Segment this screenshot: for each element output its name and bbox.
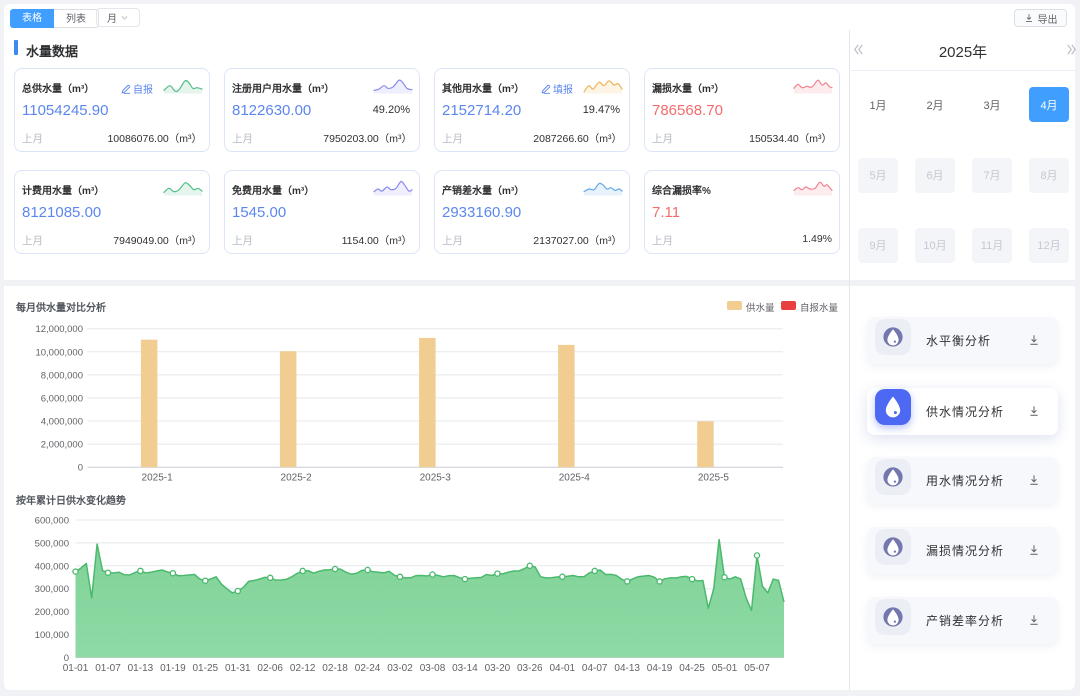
svg-text:02-06: 02-06 (257, 663, 283, 674)
svg-text:2025-4: 2025-4 (559, 473, 591, 484)
svg-text:0: 0 (78, 463, 83, 474)
svg-text:01-25: 01-25 (193, 663, 219, 674)
svg-text:03-26: 03-26 (517, 663, 543, 674)
svg-text:02-18: 02-18 (322, 663, 348, 674)
svg-text:04-07: 04-07 (582, 663, 608, 674)
svg-text:03-20: 03-20 (485, 663, 511, 674)
svg-text:2025-5: 2025-5 (698, 473, 730, 484)
svg-text:4,000,000: 4,000,000 (41, 417, 83, 428)
svg-text:04-01: 04-01 (550, 663, 576, 674)
svg-text:01-13: 01-13 (128, 663, 154, 674)
svg-text:2,000,000: 2,000,000 (41, 440, 83, 451)
svg-text:2025-3: 2025-3 (420, 473, 452, 484)
svg-text:2025-1: 2025-1 (142, 473, 174, 484)
svg-text:04-25: 04-25 (679, 663, 705, 674)
svg-text:01-01: 01-01 (63, 663, 89, 674)
svg-text:01-19: 01-19 (160, 663, 186, 674)
svg-text:400,000: 400,000 (35, 561, 69, 572)
svg-text:01-07: 01-07 (95, 663, 121, 674)
svg-text:03-14: 03-14 (452, 663, 478, 674)
svg-text:600,000: 600,000 (35, 516, 69, 527)
svg-text:01-31: 01-31 (225, 663, 251, 674)
svg-text:12,000,000: 12,000,000 (35, 324, 83, 335)
svg-text:10,000,000: 10,000,000 (35, 347, 83, 358)
svg-text:05-01: 05-01 (712, 663, 738, 674)
svg-text:2025-2: 2025-2 (281, 473, 313, 484)
svg-text:6,000,000: 6,000,000 (41, 393, 83, 404)
svg-text:0: 0 (64, 653, 69, 664)
svg-text:03-02: 03-02 (387, 663, 413, 674)
svg-text:8,000,000: 8,000,000 (41, 370, 83, 381)
svg-text:200,000: 200,000 (35, 607, 69, 618)
svg-text:04-19: 04-19 (647, 663, 673, 674)
svg-text:03-08: 03-08 (420, 663, 446, 674)
svg-text:02-12: 02-12 (290, 663, 316, 674)
svg-text:500,000: 500,000 (35, 538, 69, 549)
svg-text:02-24: 02-24 (355, 663, 381, 674)
svg-text:05-07: 05-07 (744, 663, 770, 674)
svg-text:04-13: 04-13 (614, 663, 640, 674)
svg-text:100,000: 100,000 (35, 630, 69, 641)
svg-text:300,000: 300,000 (35, 584, 69, 595)
